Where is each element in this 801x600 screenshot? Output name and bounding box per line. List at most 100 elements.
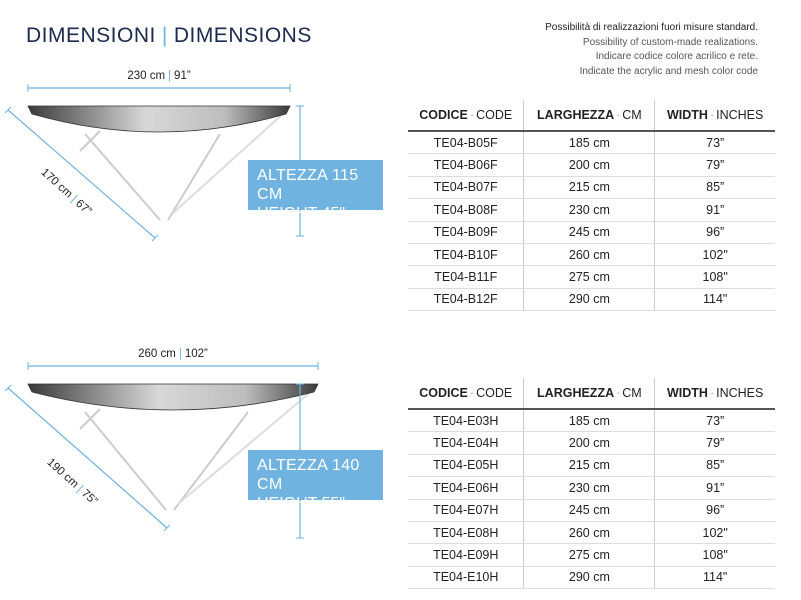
dimension-tick — [4, 106, 12, 114]
canopy — [27, 105, 291, 133]
dimension-tick — [4, 384, 12, 392]
frame-bar — [171, 111, 286, 215]
table-cell: 185 cm — [523, 409, 655, 433]
header-row: CODICE · CODE LARGHEZZA · CM WIDTH · INCHES — [408, 100, 775, 132]
table-cell: 275 cm — [523, 265, 655, 289]
frame-bar — [79, 130, 101, 152]
table-cell: 96” — [654, 221, 775, 244]
width-label: 230 cm | 91” — [127, 70, 190, 82]
table-cell: 245 cm — [523, 499, 655, 522]
table-cell: 215 cm — [523, 176, 655, 200]
dimension-tick — [151, 234, 159, 242]
table-row: TE04-E08H 260 cm 102" — [408, 521, 775, 545]
frame-bar — [177, 389, 314, 505]
frame-bar — [173, 411, 249, 511]
table-cell: 260 cm — [523, 521, 655, 545]
header-dot: · — [616, 386, 621, 400]
title-separator: | — [161, 24, 168, 47]
table-cell: TE04-B08F — [408, 198, 524, 222]
table-cell: 185 cm — [523, 131, 655, 155]
header-dot: · — [469, 108, 475, 122]
note-line: Possibilità di realizzazioni fuori misur… — [545, 22, 758, 33]
table-row: TE04-E10H 290 cm 114" — [408, 566, 775, 590]
table-cell: 230 cm — [523, 476, 655, 500]
width-label: 260 cm | 102” — [138, 348, 208, 360]
table-cell: TE04-B10F — [408, 243, 524, 267]
table-cell: 290 cm — [523, 566, 655, 590]
table-row: TE04-B05F 185 cm 73” — [408, 131, 775, 155]
table-row: TE04-E06H 230 cm 91” — [408, 476, 775, 500]
table-cell: 85” — [654, 176, 775, 200]
table-cell: 245 cm — [523, 221, 655, 244]
table-row: TE04-B06F 200 cm 79” — [408, 153, 775, 177]
table-row: TE04-B08F 230 cm 91” — [408, 198, 775, 222]
table-cell: TE04-E06H — [408, 476, 524, 500]
table-cell: 102" — [654, 521, 775, 545]
table-row: TE04-B11F 275 cm 108" — [408, 265, 775, 289]
table-cell: 215 cm — [523, 454, 655, 478]
header-row: CODICE · CODE LARGHEZZA · CM WIDTH · INCHES — [408, 378, 775, 410]
depth-dimension-line — [7, 109, 156, 239]
note-line: Possibility of custom-made realizations. — [582, 36, 758, 48]
table-row: TE04-B12F 290 cm 114" — [408, 288, 775, 312]
table-cell: 79” — [654, 153, 775, 177]
table-cell: 260 cm — [523, 243, 655, 267]
header-main: CODICE — [419, 108, 468, 122]
canopy — [27, 383, 319, 411]
table-cell: 108" — [654, 265, 775, 289]
table-cell: TE04-B12F — [408, 288, 524, 312]
width-in: 91” — [174, 70, 191, 82]
table-cell: 230 cm — [523, 198, 655, 222]
table-cell: 114" — [654, 566, 775, 590]
table-cell: TE04-E09H — [408, 543, 524, 567]
table-cell: TE04-B11F — [408, 265, 524, 289]
table-row: TE04-E04H 200 cm 79” — [408, 431, 775, 455]
table-cell: TE04-B07F — [408, 176, 524, 200]
header-dot: · — [616, 108, 621, 122]
depth-dimension-line — [7, 387, 168, 529]
header-main: WIDTH — [666, 386, 708, 400]
header-sub: INCHES — [716, 386, 764, 400]
frame-bar — [79, 408, 101, 430]
table-cell: 200 cm — [523, 153, 655, 177]
table-cell: TE04-E10H — [408, 566, 524, 590]
header-main: LARGHEZZA — [537, 108, 615, 122]
header-sub: INCHES — [716, 108, 764, 122]
table-cell: 102" — [654, 243, 775, 267]
frame-bar — [84, 133, 161, 221]
header-cell: LARGHEZZA · CM — [523, 100, 655, 132]
note-line: Indicate the acrylic and mesh color code — [579, 65, 758, 77]
table-cell: TE04-E03H — [408, 409, 524, 433]
width-in: 102” — [184, 348, 208, 360]
table-cell: 275 cm — [523, 543, 655, 567]
table-cell: 200 cm — [523, 431, 655, 455]
frame-bar — [84, 411, 167, 511]
table-cell: TE04-E04H — [408, 431, 524, 455]
table-row: TE04-E05H 215 cm 85” — [408, 454, 775, 478]
header-sub: CODE — [476, 386, 513, 400]
header-main: WIDTH — [666, 108, 708, 122]
table-row: TE04-B09F 245 cm 96” — [408, 221, 775, 244]
table-row: TE04-E07H 245 cm 96” — [408, 499, 775, 522]
table-cell: 114" — [654, 288, 775, 312]
header-sub: CODE — [476, 108, 513, 122]
height-box: ALTEZZA 140 CM HEIGHT 55" — [248, 450, 383, 512]
title-en: DIMENSIONS — [173, 24, 312, 47]
header-sub: CM — [622, 386, 642, 400]
table-cell: 290 cm — [523, 288, 655, 312]
table-row: TE04-B10F 260 cm 102" — [408, 243, 775, 267]
table-cell: TE04-E05H — [408, 454, 524, 478]
width-cm: 260 cm — [138, 348, 176, 360]
table-cell: 73” — [654, 409, 775, 433]
header-cell: WIDTH · INCHES — [654, 378, 775, 410]
table-cell: 73” — [654, 131, 775, 155]
separator: | — [168, 70, 172, 82]
header-dot: · — [709, 108, 715, 122]
frame-bar — [167, 133, 221, 221]
table-cell: TE04-E07H — [408, 499, 524, 522]
header-cell: WIDTH · INCHES — [654, 100, 775, 132]
header-dot: · — [469, 386, 475, 400]
dimensions-table: CODICE · CODE LARGHEZZA · CM WIDTH · INCHES TE04-… — [408, 100, 775, 312]
header-main: LARGHEZZA — [537, 386, 615, 400]
